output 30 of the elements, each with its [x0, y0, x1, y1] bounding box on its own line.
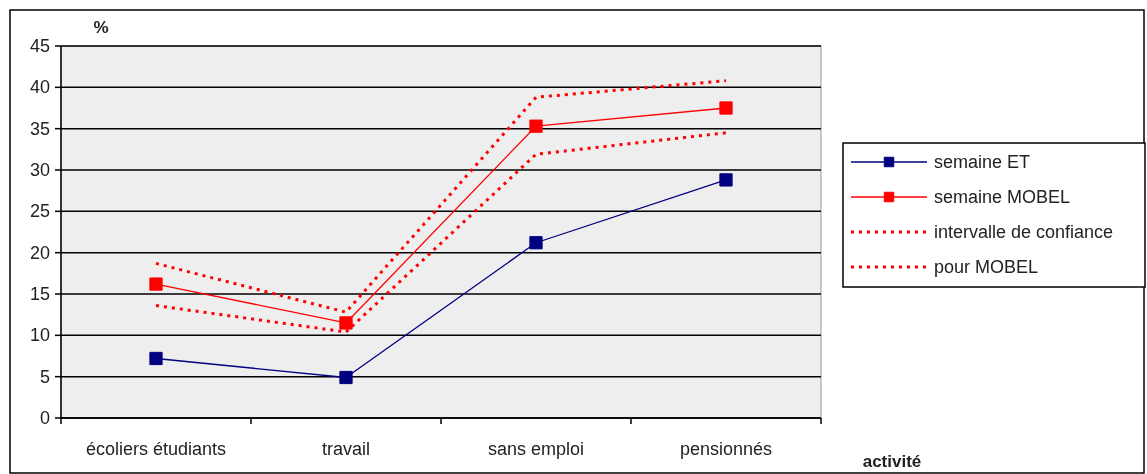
point [339, 316, 353, 330]
y-tick-label: 0 [39, 408, 50, 428]
y-tick-label: 20 [29, 242, 50, 263]
legend-label: intervalle de confiance [934, 222, 1114, 242]
line-series [154, 79, 728, 314]
y-tick-label: 15 [29, 284, 50, 304]
legend-label: semaine ET [934, 152, 1031, 172]
x-axis-title: activité [862, 451, 922, 471]
y-tick-label: 5 [39, 366, 50, 387]
point [529, 236, 543, 250]
y-tick-label: 35 [29, 118, 50, 139]
y-tick-label: 25 [29, 201, 50, 222]
x-tick-label: pensionnés [679, 439, 773, 459]
point [149, 351, 163, 366]
y-axis-title: % [93, 17, 109, 37]
y-tick-label: 10 [29, 325, 50, 346]
point [719, 101, 733, 115]
x-tick-label: sans emploi [487, 439, 585, 459]
x-tick-label: écoliers étudiants [85, 439, 227, 459]
y-tick-label: 40 [29, 77, 50, 98]
line-series [154, 131, 728, 334]
y-tick-label: 30 [29, 160, 50, 180]
y-tick-label: 45 [29, 36, 50, 56]
legend-label: pour MOBEL [934, 257, 1039, 277]
point [149, 277, 163, 291]
legend-label: semaine MOBEL [934, 187, 1071, 207]
point [529, 119, 543, 133]
x-tick-label: travail [321, 439, 371, 459]
point [719, 173, 733, 187]
point [339, 370, 353, 385]
